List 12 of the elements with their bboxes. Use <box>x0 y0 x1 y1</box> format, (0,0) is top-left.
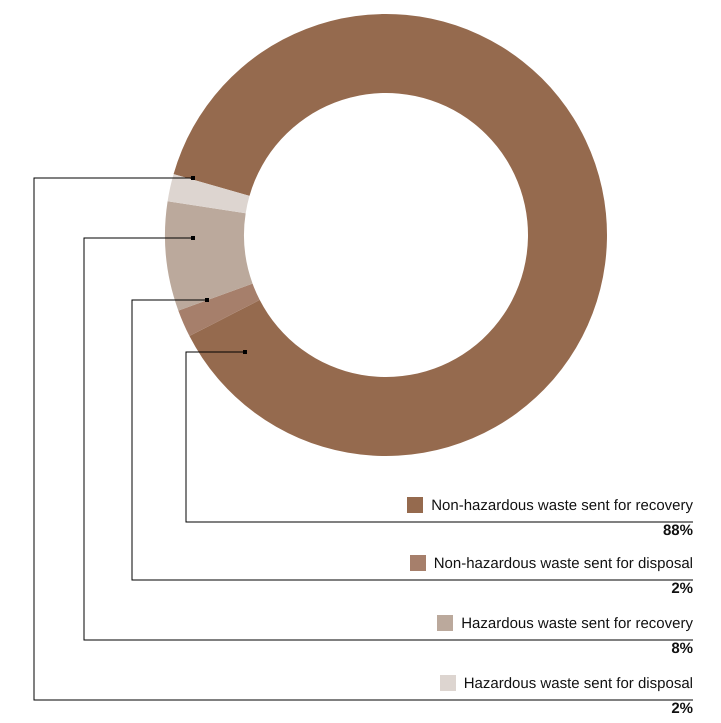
donut-slice <box>174 14 607 456</box>
data-label: 88% <box>662 522 693 539</box>
data-label: 2% <box>670 580 693 597</box>
legend-label: Non-hazardous waste sent for disposal <box>434 554 693 572</box>
data-label: 2% <box>670 700 693 717</box>
legend-label: Hazardous waste sent for recovery <box>461 614 693 632</box>
data-label: 8% <box>670 640 693 657</box>
legend-label: Non-hazardous waste sent for recovery <box>431 496 693 514</box>
donut-slice <box>178 284 260 336</box>
donut-slice <box>168 174 250 214</box>
legend-label: Hazardous waste sent for disposal <box>464 674 693 692</box>
donut-slice <box>165 201 253 311</box>
